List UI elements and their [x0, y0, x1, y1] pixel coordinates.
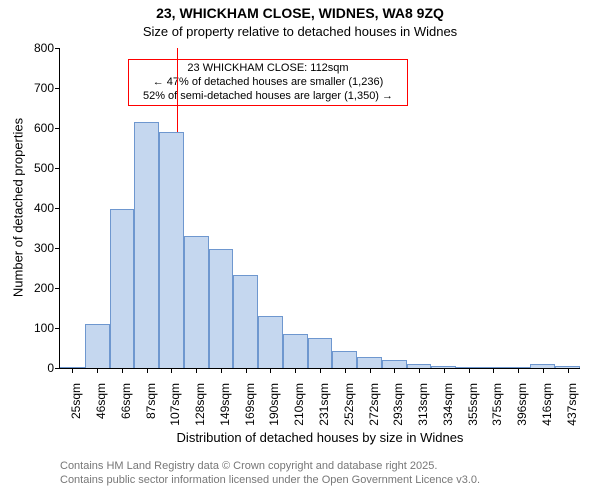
footer-line2: Contains public sector information licen… [60, 474, 480, 488]
x-tick-label: 66sqm [119, 383, 133, 419]
x-tick-label: 313sqm [416, 383, 430, 426]
histogram-bar [258, 316, 283, 368]
histogram-bar [233, 275, 258, 368]
x-tick-label: 252sqm [342, 383, 356, 426]
x-tick-mark [370, 368, 371, 373]
y-tick-label: 400 [0, 201, 54, 215]
annotation-line: 52% of semi-detached houses are larger (… [135, 90, 401, 104]
footer-attribution: Contains HM Land Registry data © Crown c… [60, 460, 480, 488]
y-tick-label: 500 [0, 161, 54, 175]
chart-title-line2: Size of property relative to detached ho… [0, 24, 600, 39]
x-tick-mark [221, 368, 222, 373]
x-tick-mark [147, 368, 148, 373]
x-tick-mark [246, 368, 247, 373]
y-tick-mark [55, 368, 60, 369]
histogram-bar [159, 132, 184, 368]
chart-container: { "title_line1": "23, WHICKHAM CLOSE, WI… [0, 0, 600, 500]
x-tick-label: 375sqm [490, 383, 504, 426]
x-tick-label: 210sqm [292, 383, 306, 426]
plot-area: 23 WHICKHAM CLOSE: 112sqm← 47% of detach… [60, 48, 580, 368]
y-tick-mark [55, 328, 60, 329]
x-tick-label: 190sqm [267, 383, 281, 426]
y-tick-mark [55, 208, 60, 209]
histogram-bar [184, 236, 209, 368]
x-tick-mark [345, 368, 346, 373]
x-tick-mark [122, 368, 123, 373]
annotation-line: 23 WHICKHAM CLOSE: 112sqm [135, 62, 401, 76]
y-tick-mark [55, 88, 60, 89]
y-axis-title: Number of detached properties [11, 108, 26, 308]
x-tick-label: 396sqm [515, 383, 529, 426]
x-tick-label: 231sqm [317, 383, 331, 426]
x-tick-label: 355sqm [466, 383, 480, 426]
x-tick-label: 25sqm [69, 383, 83, 419]
x-tick-mark [320, 368, 321, 373]
x-tick-mark [171, 368, 172, 373]
y-tick-mark [55, 48, 60, 49]
histogram-bar [134, 122, 159, 368]
y-tick-label: 0 [0, 361, 54, 375]
x-tick-mark [295, 368, 296, 373]
x-tick-mark [394, 368, 395, 373]
x-tick-label: 107sqm [168, 383, 182, 426]
chart-title-line1: 23, WHICKHAM CLOSE, WIDNES, WA8 9ZQ [0, 5, 600, 21]
x-tick-mark [543, 368, 544, 373]
histogram-bar [85, 324, 110, 368]
y-tick-label: 300 [0, 241, 54, 255]
x-tick-mark [196, 368, 197, 373]
histogram-bar [382, 360, 407, 368]
x-tick-mark [444, 368, 445, 373]
x-tick-label: 149sqm [218, 383, 232, 426]
x-tick-label: 169sqm [243, 383, 257, 426]
histogram-bar [308, 338, 333, 368]
y-tick-label: 800 [0, 41, 54, 55]
x-tick-label: 46sqm [94, 383, 108, 419]
x-tick-label: 87sqm [144, 383, 158, 419]
x-tick-mark [270, 368, 271, 373]
x-tick-mark [568, 368, 569, 373]
y-tick-label: 100 [0, 321, 54, 335]
x-tick-mark [469, 368, 470, 373]
x-tick-label: 128sqm [193, 383, 207, 426]
histogram-bar [357, 357, 382, 368]
y-tick-mark [55, 168, 60, 169]
x-tick-label: 416sqm [540, 383, 554, 426]
x-axis-title: Distribution of detached houses by size … [60, 430, 580, 445]
histogram-bar [283, 334, 308, 368]
x-tick-label: 334sqm [441, 383, 455, 426]
annotation-line: ← 47% of detached houses are smaller (1,… [135, 76, 401, 90]
histogram-bar [332, 351, 357, 368]
x-tick-mark [518, 368, 519, 373]
x-tick-mark [97, 368, 98, 373]
x-tick-mark [419, 368, 420, 373]
y-tick-mark [55, 248, 60, 249]
histogram-bar [209, 249, 234, 368]
x-tick-mark [72, 368, 73, 373]
histogram-bar [110, 209, 135, 368]
x-tick-label: 272sqm [367, 383, 381, 426]
x-tick-label: 293sqm [391, 383, 405, 426]
x-tick-mark [493, 368, 494, 373]
y-tick-label: 600 [0, 121, 54, 135]
y-tick-mark [55, 128, 60, 129]
footer-line1: Contains HM Land Registry data © Crown c… [60, 460, 480, 474]
x-tick-label: 437sqm [565, 383, 579, 426]
y-tick-mark [55, 288, 60, 289]
y-tick-label: 700 [0, 81, 54, 95]
annotation-box: 23 WHICKHAM CLOSE: 112sqm← 47% of detach… [128, 59, 408, 106]
y-tick-label: 200 [0, 281, 54, 295]
